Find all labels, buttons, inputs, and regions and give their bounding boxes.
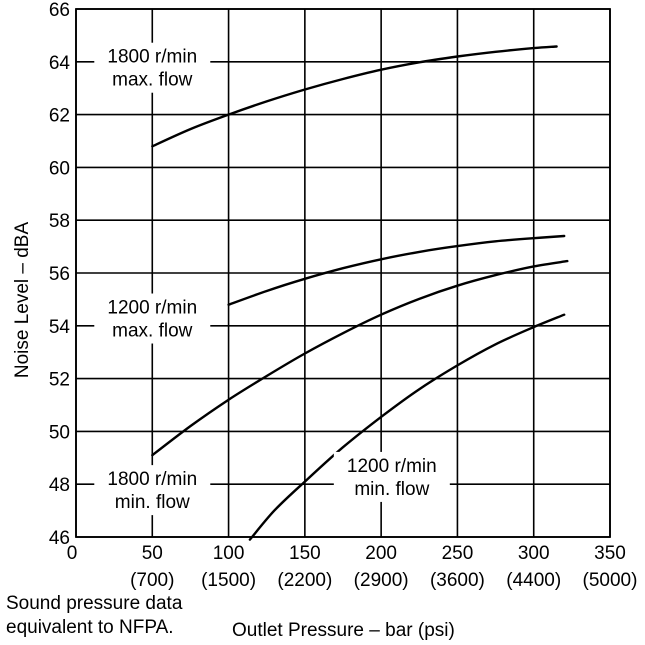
label-1200-max-line-1: 1200 r/min (107, 298, 197, 319)
x-tick-psi-150: (2200) (277, 570, 332, 591)
x-tick-psi-50: (700) (130, 570, 174, 591)
label-1200-min-bg (333, 451, 450, 502)
footnote: Sound pressure data equivalent to NFPA. (6, 592, 182, 640)
x-tick-300: 300 (518, 543, 550, 564)
x-tick-100: 100 (213, 543, 245, 564)
y-tick-58: 58 (49, 211, 70, 232)
y-tick-48: 48 (49, 475, 70, 496)
x-tick-labels: 0 50 (700) 100 (1500) 150 (2200) 200 (2900) 250 (3… (67, 543, 638, 591)
y-tick-labels: 46 48 50 52 54 56 58 60 62 64 66 (49, 0, 71, 549)
y-tick-56: 56 (49, 264, 70, 285)
y-tick-62: 62 (49, 106, 70, 127)
y-tick-46: 46 (49, 528, 70, 549)
label-1200-min-line-1: 1200 r/min (347, 456, 437, 477)
series-line-3 (151, 259, 569, 457)
y-tick-52: 52 (49, 370, 70, 391)
label-1800-max-bg (94, 42, 211, 93)
y-tick-66: 66 (49, 0, 70, 21)
x-axis-label: Outlet Pressure – bar (psi) (232, 620, 455, 641)
x-tick-150: 150 (289, 543, 321, 564)
series-line-2 (227, 234, 566, 306)
y-tick-50: 50 (49, 422, 70, 443)
series-lines (151, 45, 569, 541)
footnote-line-1: Sound pressure data (6, 593, 183, 614)
plot-border (75, 8, 611, 538)
label-1200-max-line-2: max. flow (112, 321, 193, 342)
x-tick-psi-200: (2900) (354, 570, 409, 591)
label-1800-min-line-1: 1800 r/min (107, 469, 197, 490)
x-tick-psi-100: (1500) (201, 570, 256, 591)
y-tick-54: 54 (49, 317, 71, 338)
x-tick-psi-350: (5000) (583, 570, 638, 591)
x-tick-200: 200 (365, 543, 397, 564)
series-line-1 (151, 45, 558, 148)
x-tick-0: 0 (67, 543, 78, 564)
series-line-4 (248, 313, 566, 541)
x-tick-250: 250 (442, 543, 474, 564)
label-1800-min-line-2: min. flow (115, 492, 190, 513)
y-tick-60: 60 (49, 158, 70, 179)
x-tick-350: 350 (594, 543, 626, 564)
label-1800-min-bg (94, 465, 211, 516)
x-tick-psi-300: (4400) (506, 570, 561, 591)
label-1200-min-line-2: min. flow (354, 479, 429, 500)
plot-frame (75, 8, 611, 538)
label-1800-max-line-2: max. flow (112, 70, 193, 91)
y-axis-label: Noise Level – dBA (12, 222, 33, 379)
footnote-line-2: equivalent to NFPA. (6, 617, 174, 638)
x-tick-50: 50 (142, 543, 163, 564)
y-tick-64: 64 (49, 53, 71, 74)
x-tick-psi-250: (3600) (430, 570, 485, 591)
label-1800-max-line-1: 1800 r/min (107, 47, 197, 68)
label-1200-max-bg (94, 293, 211, 344)
